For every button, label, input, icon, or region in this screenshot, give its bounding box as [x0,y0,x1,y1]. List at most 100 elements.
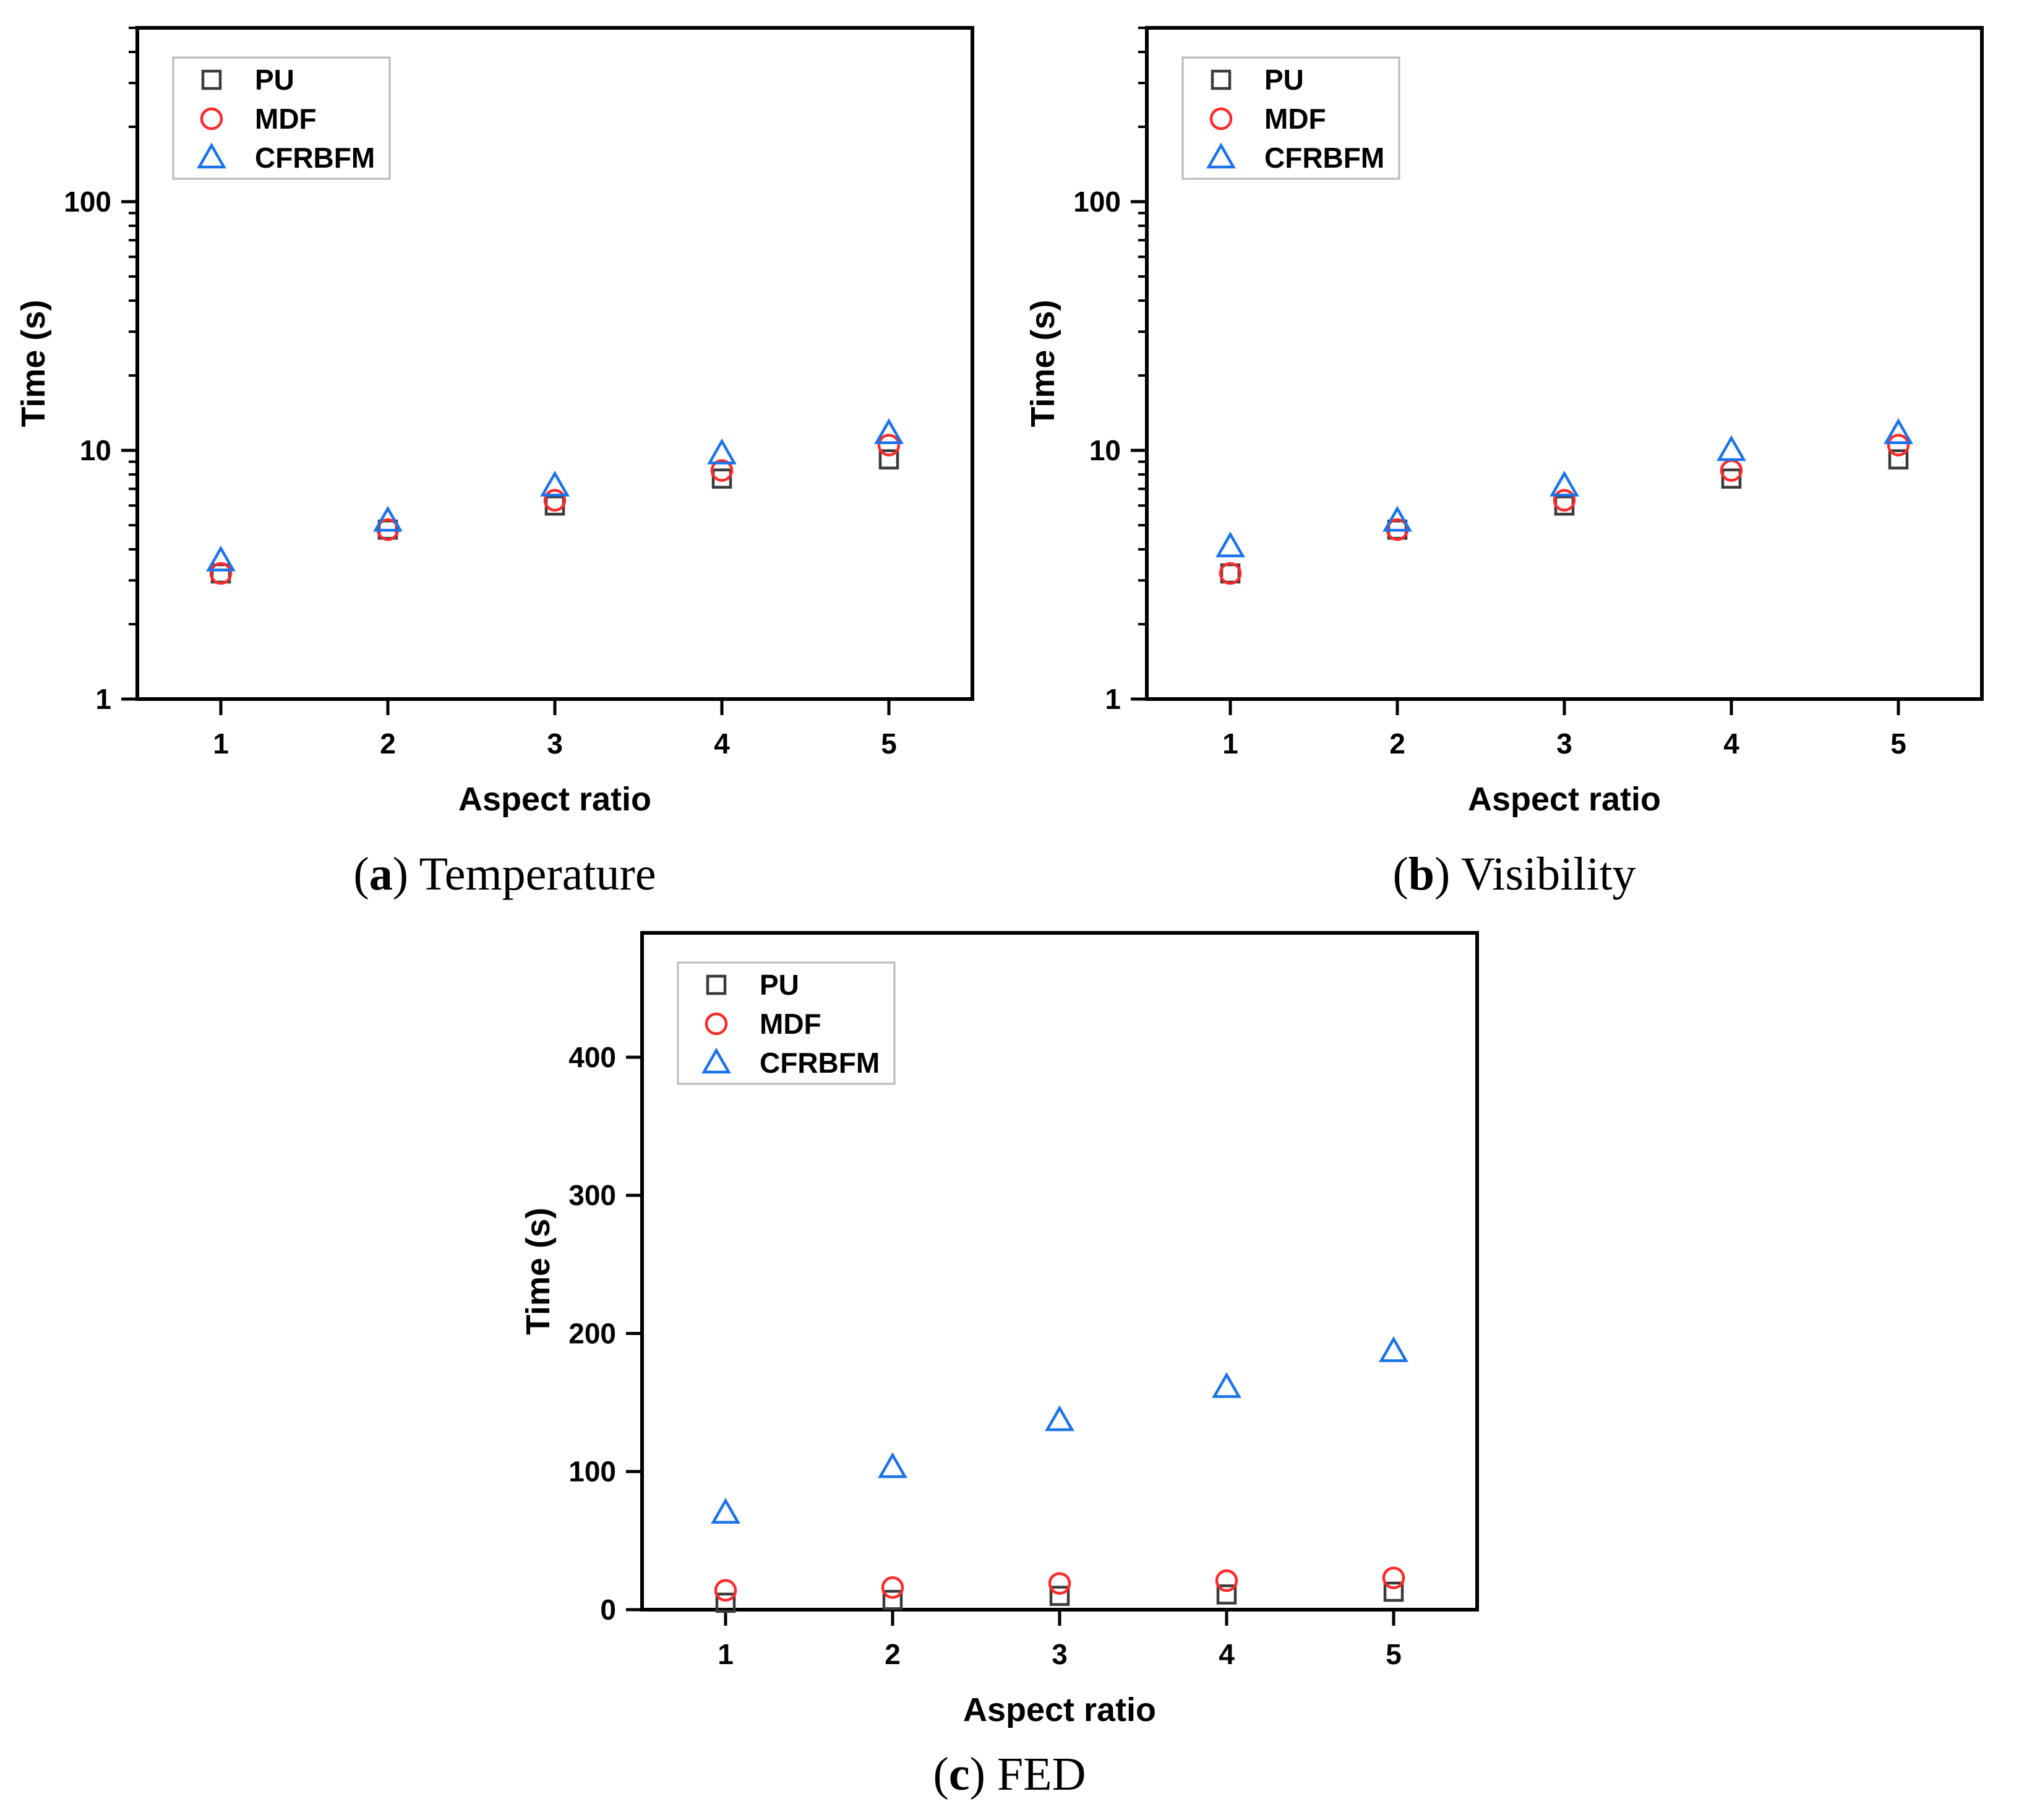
caption-letter: b [1408,848,1435,900]
y-tick-label: 1 [95,683,111,715]
x-tick-label: 1 [718,1638,734,1670]
data-point-cfrbfm [707,438,737,465]
data-point-mdf [881,1576,904,1599]
chart-temperature: 1 2 3 4 5 1 10 100 Aspect ratio Time (s) PU MDF CFRB… [15,26,974,818]
legend-marker-cfrbfm [701,1047,731,1074]
data-point-cfrbfm [1884,418,1913,444]
data-point-cfrbfm [373,505,403,532]
legend-label-cfrbfm: CFRBFM [1264,142,1384,174]
legend-marker-mdf [705,1012,728,1036]
legend-marker-cfrbfm [197,142,226,169]
data-point-pu [1721,468,1742,489]
y-axis-label: Time (s) [1024,299,1061,427]
data-point-mdf [1887,434,1910,457]
legend-marker-mdf [1209,107,1233,131]
legend-label-cfrbfm: CFRBFM [760,1047,880,1079]
data-point-cfrbfm [878,1452,907,1479]
x-tick-label: 5 [881,728,897,760]
legend-box [677,961,896,1085]
data-point-pu [1888,449,1909,470]
x-tick-label: 4 [1723,728,1739,760]
data-point-mdf [543,489,567,512]
y-tick-label: 10 [1089,434,1121,466]
x-tick-label: 4 [714,728,730,760]
data-point-cfrbfm [1717,435,1746,461]
data-point-cfrbfm [874,418,904,444]
caption-visibility: (b) Visibility [1392,848,1636,900]
chart-fed: 1 2 3 4 5 0 100 200 300 400 Aspect ratio Time (s) PU… [520,931,1479,1728]
y-axis-label: Time (s) [520,1208,557,1335]
x-tick-label: 2 [885,1638,901,1670]
y-tick-label: 400 [568,1041,616,1073]
legend-label-mdf: MDF [1264,103,1326,135]
y-tick-label: 1 [1105,683,1121,715]
x-tick-label: 1 [213,728,229,760]
legend-box [1181,56,1400,180]
data-point-mdf [714,1579,737,1602]
legend: PU MDF CFRBFM [172,56,391,180]
y-tick-label: 0 [600,1594,616,1626]
y-tick-label: 100 [1073,186,1121,218]
data-point-mdf [1048,1572,1071,1595]
y-tick-label: 300 [568,1179,616,1211]
x-tick-label: 1 [1222,728,1238,760]
data-point-mdf [1215,1569,1238,1592]
series-cfrbfm [206,418,904,572]
caption-text: FED [997,1748,1086,1800]
chart-panel-fed: 1 2 3 4 5 0 100 200 300 400 Aspect ratio Time (s) PU… [505,916,1514,1817]
legend-label-mdf: MDF [255,103,317,135]
caption-fed: (c) FED [933,1748,1086,1800]
data-point-mdf [877,434,901,457]
x-axis-label: Aspect ratio [963,1691,1156,1728]
y-tick-label: 10 [80,434,111,466]
series-cfrbfm [711,1336,1408,1524]
x-tick-label: 3 [1556,728,1572,760]
x-axis-label: Aspect ratio [458,781,651,818]
data-point-cfrbfm [1045,1405,1074,1432]
data-point-cfrbfm [1550,470,1579,497]
legend-marker-pu [1211,69,1232,90]
data-point-cfrbfm [540,470,570,497]
caption-text: Visibility [1460,848,1636,900]
chart-panel-visibility: 1 2 3 4 5 1 10 100 Aspect ratio Time (s) PU MDF CFRB… [1010,0,2019,916]
x-tick-label: 3 [547,728,563,760]
x-tick-label: 3 [1052,1638,1068,1670]
x-axis-label: Aspect ratio [1468,781,1661,818]
x-tick-label: 4 [1219,1638,1235,1670]
y-tick-label: 200 [568,1317,616,1349]
x-tick-label: 2 [1389,728,1405,760]
series-pu [210,449,899,584]
legend-label-pu: PU [255,64,294,96]
legend-marker-pu [201,69,222,90]
data-point-mdf [1219,562,1242,585]
caption-letter: c [948,1748,970,1800]
legend: PU MDF CFRBFM [1181,56,1400,180]
legend-box [172,56,391,180]
data-point-pu [1554,495,1575,516]
y-axis-label: Time (s) [15,299,52,427]
series-mdf [1219,434,1910,585]
data-point-mdf [710,459,734,482]
data-point-pu [1216,1584,1237,1605]
caption-temperature: (a) Temperature [353,848,656,900]
legend-marker-pu [706,974,727,995]
series-mdf [714,1566,1405,1602]
data-point-cfrbfm [206,545,236,572]
data-point-cfrbfm [1215,531,1245,557]
series-mdf [209,434,901,585]
chart-visibility: 1 2 3 4 5 1 10 100 Aspect ratio Time (s) PU MDF CFRB… [1024,26,1984,818]
data-point-cfrbfm [1212,1372,1241,1398]
data-point-pu [715,1592,736,1613]
data-point-mdf [1553,489,1576,512]
data-point-mdf [1382,1566,1405,1589]
y-tick-label: 100 [568,1456,616,1488]
data-point-pu [878,449,899,470]
legend-marker-cfrbfm [1206,142,1236,169]
x-tick-label: 5 [1890,728,1906,760]
data-point-pu [544,495,565,516]
legend: PU MDF CFRBFM [677,961,896,1085]
data-point-pu [1383,1581,1404,1602]
legend-label-mdf: MDF [760,1008,821,1040]
x-tick-label: 2 [380,728,396,760]
caption-text: Temperature [419,848,656,900]
